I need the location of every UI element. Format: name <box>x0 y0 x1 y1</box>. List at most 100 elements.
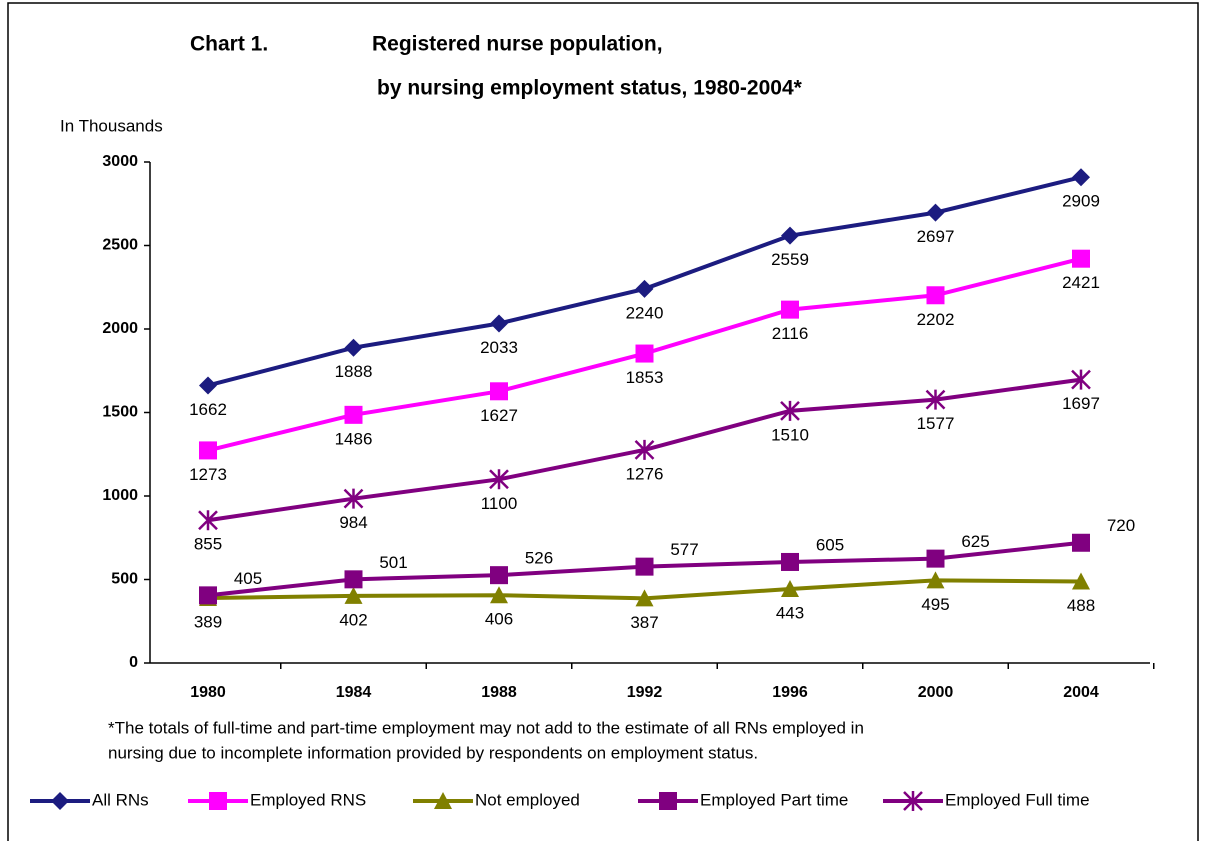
x-tick-label: 1980 <box>190 684 226 701</box>
legend-label: Employed Part time <box>700 790 848 809</box>
data-point <box>489 469 509 490</box>
data-point <box>199 586 217 605</box>
y-tick-label: 2000 <box>102 320 138 337</box>
legend-label: Employed RNS <box>250 790 366 809</box>
data-label: 402 <box>339 610 367 629</box>
data-label: 1577 <box>917 414 955 433</box>
x-tick-label: 1992 <box>627 684 663 701</box>
data-point <box>199 376 217 395</box>
data-label: 2421 <box>1062 273 1100 292</box>
data-point <box>781 552 799 571</box>
data-label: 1486 <box>335 429 373 448</box>
data-label: 1662 <box>189 400 227 419</box>
footnote: *The totals of full-time and part-time e… <box>108 718 864 737</box>
legend-label: Employed Full time <box>945 790 1090 809</box>
data-label: 2033 <box>480 338 518 357</box>
data-point <box>635 344 654 363</box>
data-point <box>199 441 217 460</box>
legend-marker <box>434 792 452 809</box>
data-point <box>634 439 655 460</box>
data-label: 1888 <box>335 362 373 381</box>
data-label: 389 <box>194 613 222 632</box>
data-point <box>1072 572 1090 590</box>
data-point <box>1072 249 1090 268</box>
data-label: 855 <box>194 535 222 554</box>
data-label: 2559 <box>771 250 809 269</box>
x-tick-label: 2004 <box>1063 684 1099 701</box>
y-tick-label: 1500 <box>102 404 138 421</box>
data-point <box>926 571 945 589</box>
data-label: 495 <box>921 595 949 614</box>
data-point <box>635 589 654 607</box>
x-tick-label: 2000 <box>918 684 954 701</box>
x-tick-label: 1996 <box>772 684 808 701</box>
legend-marker <box>903 791 923 811</box>
data-point <box>1072 168 1090 187</box>
legend-marker <box>51 792 69 810</box>
data-label: 2202 <box>917 310 955 329</box>
data-label: 526 <box>525 549 553 568</box>
data-point <box>781 300 799 319</box>
data-label: 387 <box>630 613 658 632</box>
chart-label: Chart 1. <box>190 33 268 56</box>
data-point <box>635 557 654 576</box>
data-label: 984 <box>339 513 367 532</box>
data-label: 625 <box>961 532 989 551</box>
data-point <box>490 586 508 604</box>
data-point <box>925 389 946 410</box>
data-label: 1697 <box>1062 394 1100 413</box>
data-label: 2116 <box>772 324 809 343</box>
data-label: 501 <box>379 553 407 572</box>
y-tick-label: 1000 <box>102 487 138 504</box>
data-label: 406 <box>485 610 513 629</box>
data-point <box>926 549 945 568</box>
frame <box>7 2 1199 841</box>
y-tick-label: 0 <box>129 654 138 671</box>
data-point <box>1071 369 1091 390</box>
x-tick-label: 1984 <box>336 684 372 701</box>
data-point <box>1072 533 1090 552</box>
data-label: 605 <box>816 535 844 554</box>
data-label: 2909 <box>1062 192 1100 211</box>
y-tick-label: 3000 <box>102 153 138 170</box>
data-point <box>344 338 363 357</box>
x-tick-label: 1988 <box>481 684 517 701</box>
data-label: 1853 <box>626 368 664 387</box>
chart-title: by nursing employment status, 1980-2004* <box>377 77 803 100</box>
y-axis-label: In Thousands <box>60 116 163 135</box>
data-point <box>635 279 654 298</box>
legend-marker <box>659 792 677 810</box>
data-point <box>926 203 945 222</box>
y-tick-label: 500 <box>111 571 138 588</box>
data-point <box>343 488 364 509</box>
data-label: 1510 <box>771 425 809 444</box>
legend-marker <box>209 792 227 810</box>
data-point <box>780 400 800 421</box>
data-point <box>198 510 218 531</box>
data-point <box>344 586 363 604</box>
data-label: 1100 <box>481 494 518 513</box>
data-point <box>781 580 799 598</box>
data-label: 2697 <box>917 227 955 246</box>
data-label: 443 <box>776 604 804 623</box>
data-label: 488 <box>1067 596 1095 615</box>
y-tick-label: 2500 <box>102 237 138 254</box>
data-label: 2240 <box>626 303 664 322</box>
data-label: 405 <box>234 569 262 588</box>
data-point <box>490 566 508 585</box>
data-point <box>490 382 508 401</box>
data-label: 1627 <box>480 406 518 425</box>
legend-label: All RNs <box>92 790 149 809</box>
data-point <box>344 570 363 589</box>
data-point <box>344 405 363 424</box>
chart-title: Registered nurse population, <box>372 33 663 56</box>
data-label: 1273 <box>189 465 227 484</box>
data-label: 577 <box>670 540 698 559</box>
legend-label: Not employed <box>475 790 580 809</box>
data-label: 1276 <box>626 464 664 483</box>
data-point <box>781 226 799 245</box>
data-point <box>490 314 508 333</box>
footnote: nursing due to incomplete information pr… <box>108 743 758 762</box>
data-point <box>926 286 945 305</box>
